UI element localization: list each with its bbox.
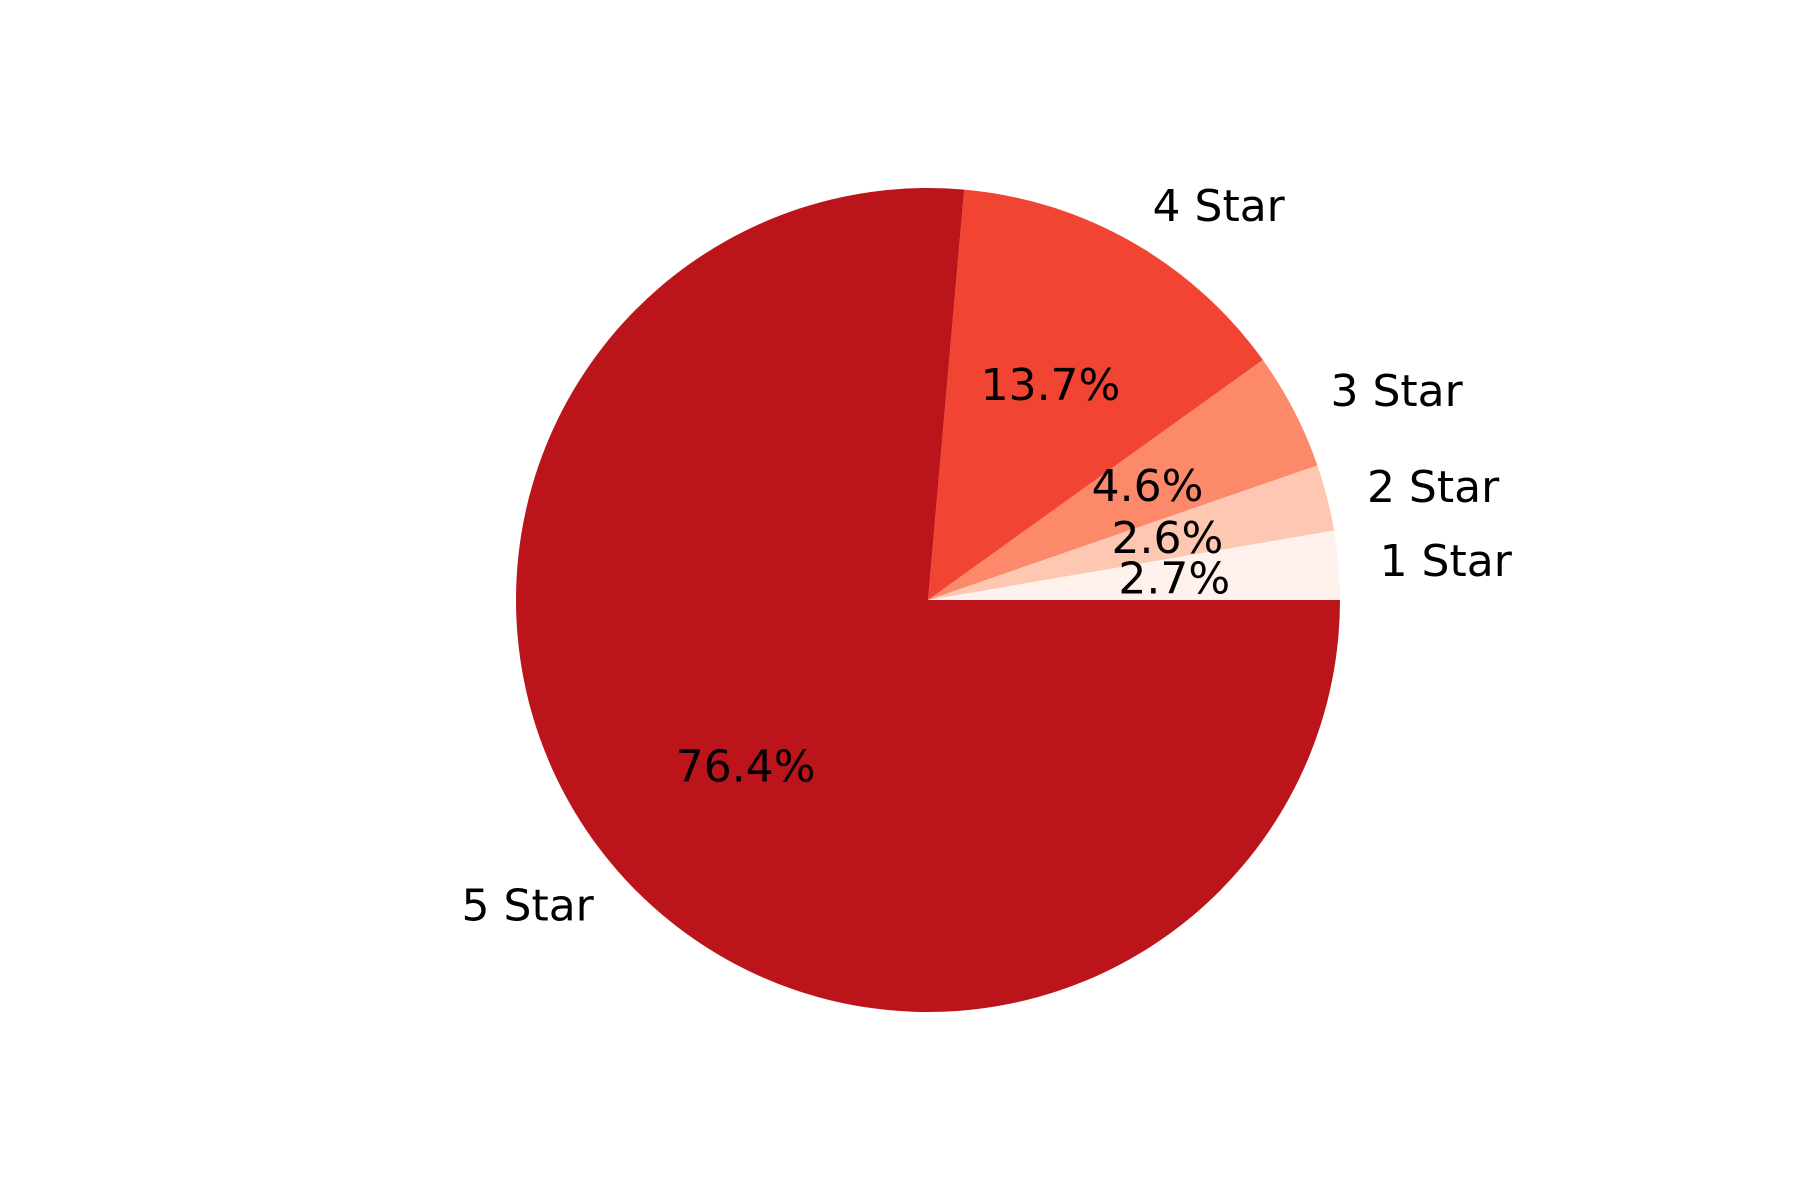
slice-label-4-star: 4 Star (1153, 181, 1286, 232)
slice-label-5-star: 5 Star (462, 881, 595, 932)
pie-slice-5-star (516, 187, 1340, 1012)
pct-label-2-star: 2.6% (1112, 513, 1224, 564)
pie-slices (516, 187, 1340, 1012)
slice-label-1-star: 1 Star (1380, 536, 1513, 587)
slice-label-2-star: 2 Star (1367, 462, 1500, 513)
pie-slice-4-star (928, 189, 1263, 600)
pie-slice-3-star (928, 359, 1318, 600)
pie-slice-1-star (928, 530, 1340, 600)
pct-label-1-star: 2.7% (1118, 554, 1230, 605)
slice-label-3-star: 3 Star (1331, 366, 1464, 417)
pct-label-4-star: 13.7% (981, 360, 1121, 411)
pct-label-3-star: 4.6% (1092, 461, 1204, 512)
pie-slice-2-star (928, 465, 1335, 600)
pie-labels: 1 Star 2.7% 2 Star 2.6% 3 Star 4.6% 4 Star 13.7… (462, 181, 1513, 932)
pct-label-5-star: 76.4% (676, 741, 816, 792)
